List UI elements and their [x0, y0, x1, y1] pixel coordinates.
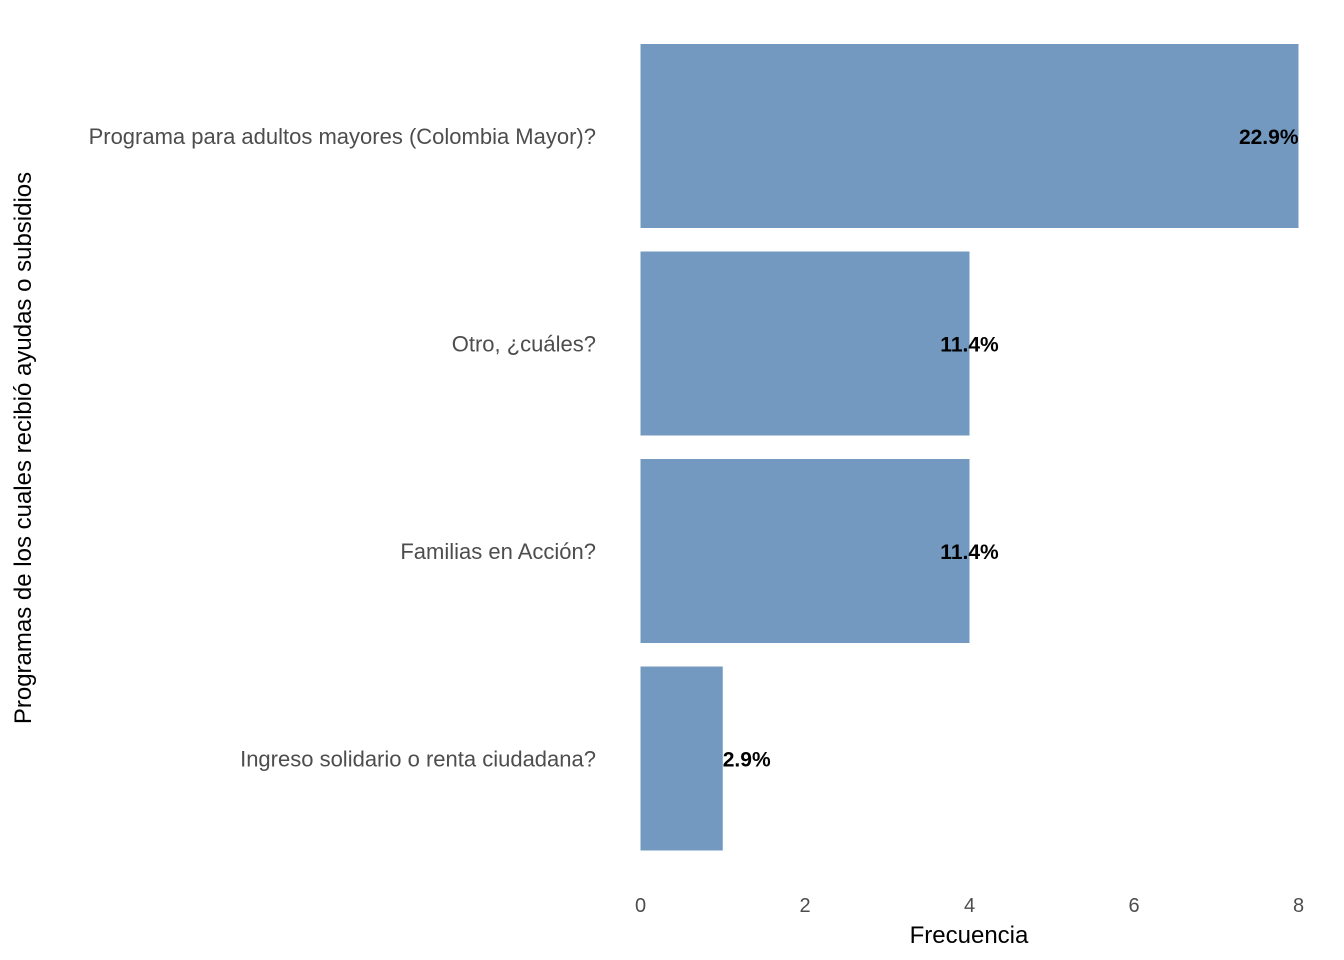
category-label: Familias en Acción?	[400, 539, 596, 564]
x-tick-label: 0	[635, 895, 646, 917]
x-axis-ticks: 0 2 4 6 8	[635, 895, 1304, 917]
data-label: 11.4%	[940, 541, 999, 564]
bar	[640, 44, 1299, 228]
x-tick-label: 4	[964, 895, 975, 917]
category-labels: Programa para adultos mayores (Colombia …	[89, 124, 596, 772]
category-label: Ingreso solidario o renta ciudadana?	[240, 747, 596, 772]
bars	[640, 44, 1299, 851]
data-label: 11.4%	[940, 334, 999, 357]
x-tick-label: 6	[1128, 895, 1139, 917]
category-label: Programa para adultos mayores (Colombia …	[89, 124, 596, 149]
data-label: 2.9%	[723, 749, 771, 772]
bar	[640, 251, 970, 436]
x-tick-label: 2	[799, 895, 810, 917]
bar	[640, 666, 723, 851]
x-tick-label: 8	[1293, 895, 1304, 917]
y-axis-title: Programas de los cuales recibió ayudas o…	[10, 172, 37, 724]
x-axis-title: Frecuencia	[910, 922, 1029, 949]
bar	[640, 459, 970, 643]
data-labels: 22.9% 11.4% 11.4% 2.9%	[723, 126, 1299, 772]
data-label: 22.9%	[1239, 126, 1299, 149]
category-label: Otro, ¿cuáles?	[452, 332, 596, 357]
